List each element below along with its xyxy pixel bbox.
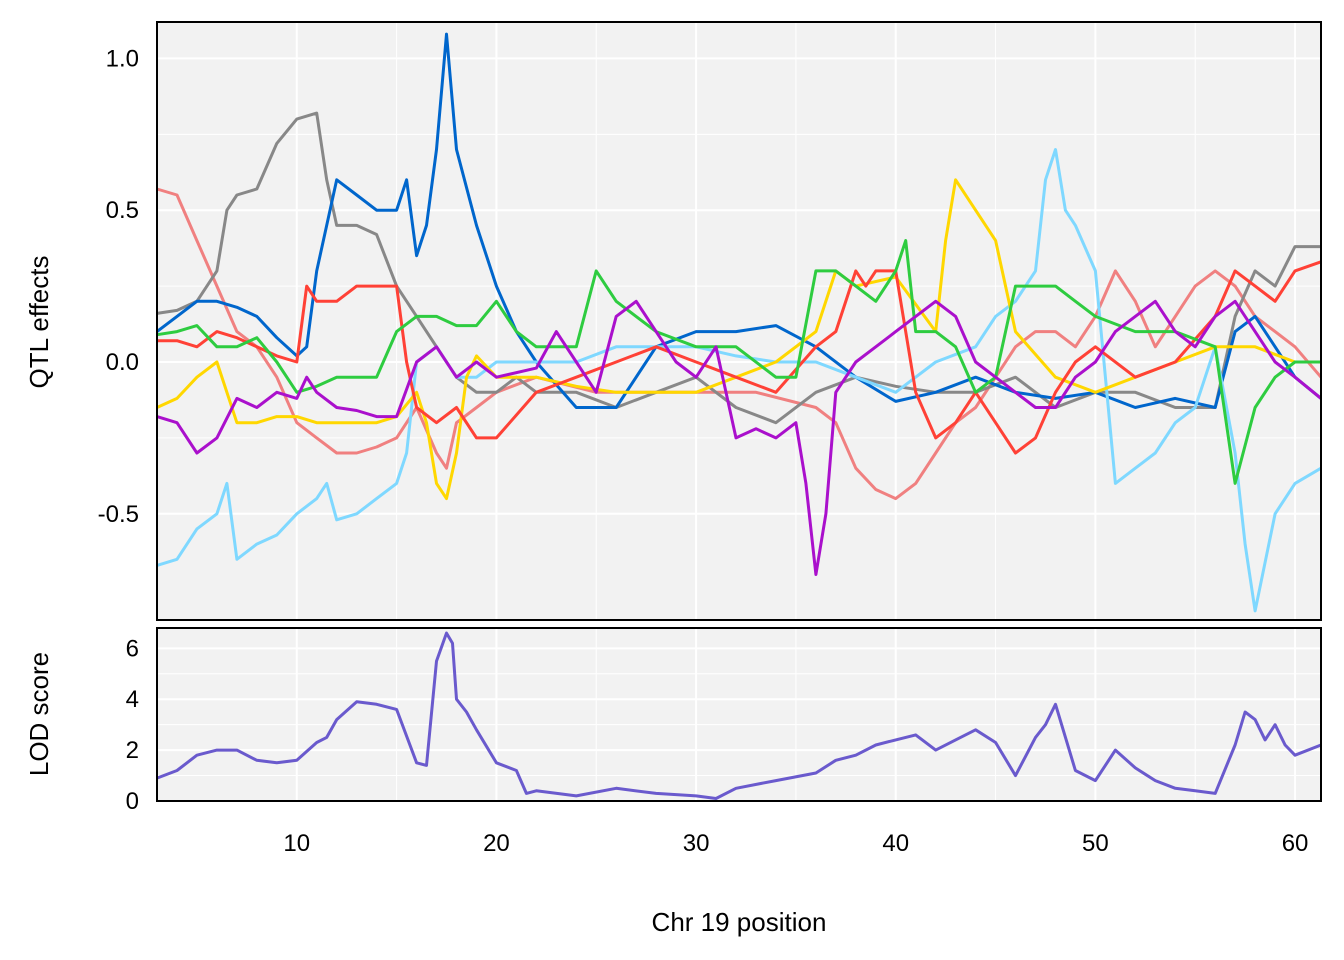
effects-series-line-7 [156,239,1321,485]
effects-y-tick-label: -0.5 [98,501,139,528]
effects-series-line-4 [156,148,1322,613]
effects-panel: -0.5 0.0 0.5 1.0 QTL effects [24,21,1323,621]
effects-series-line-1 [156,187,1323,501]
x-axis-title: Chr 19 position [652,907,827,937]
lod-y-tick-label: 6 [126,635,139,662]
x-tick-label: 40 [882,830,909,857]
effects-y-ticks: -0.5 0.0 0.5 1.0 [98,45,139,527]
lod-series-line-1 [156,631,1322,800]
lod-y-ticks: 0 2 4 6 [126,635,139,815]
x-tick-label: 20 [483,830,510,857]
lod-panel: 0 2 4 6 10 20 30 40 50 60 LOD score Chr 19 posit… [24,627,1322,937]
lod-y-tick-label: 0 [126,788,139,815]
x-tick-label: 10 [283,830,310,857]
effects-series-line-6 [157,260,1322,455]
effects-y-tick-label: 1.0 [106,45,139,72]
x-tick-label: 60 [1282,830,1309,857]
effects-series-line-8 [156,299,1322,576]
lod-lines [156,631,1322,800]
lod-plot-border [156,627,1322,802]
effects-grid [157,22,1321,620]
lod-y-tick-label: 4 [126,686,139,713]
lod-plot-background [157,628,1321,801]
lod-y-tick-label: 2 [126,737,139,764]
effects-y-axis-title: QTL effects [24,256,54,389]
x-tick-label: 50 [1082,830,1109,857]
effects-y-tick-label: 0.5 [106,197,139,224]
effects-series-line-3 [156,32,1322,409]
effects-series-line-2 [156,111,1321,425]
effects-plot-background [157,22,1321,620]
lod-y-axis-title: LOD score [24,652,54,776]
lod-x-ticks: 10 20 30 40 50 60 [283,830,1308,857]
effects-plot-border [156,21,1322,621]
x-tick-label: 30 [683,830,710,857]
effects-y-tick-label: 0.0 [106,349,139,376]
effects-lines [156,32,1323,613]
